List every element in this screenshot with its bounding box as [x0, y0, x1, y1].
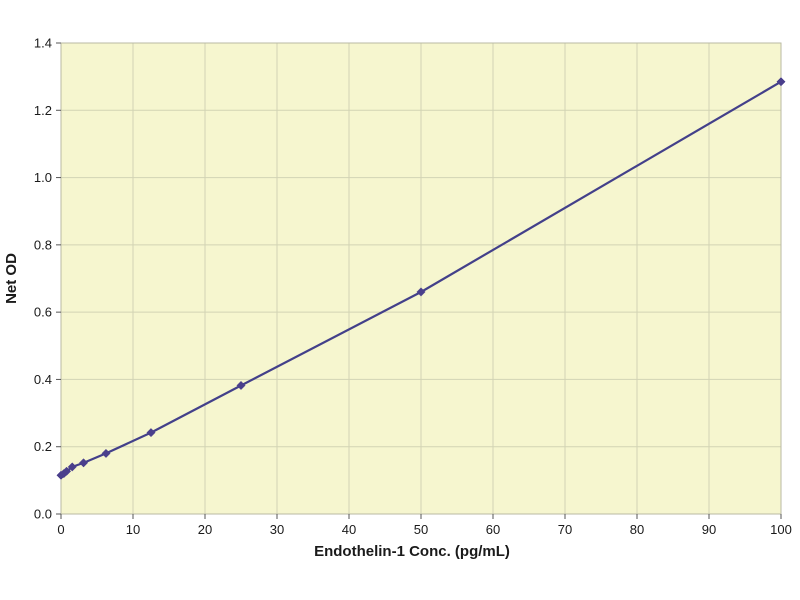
x-axis-title: Endothelin-1 Conc. (pg/mL) [314, 543, 510, 560]
data-point-marker [67, 462, 77, 472]
x-tick-label: 90 [702, 522, 716, 537]
gridlines [61, 43, 781, 514]
x-tick-label: 50 [414, 522, 428, 537]
data-point-marker [78, 458, 89, 468]
y-axis-ticks: 0.0 0.2 0.4 0.6 0.8 1.0 1.2 1.4 [34, 36, 61, 522]
y-tick-label: 0.2 [34, 439, 52, 454]
y-tick-label: 0.0 [34, 507, 52, 522]
x-tick-label: 40 [342, 522, 356, 537]
x-tick-label: 70 [558, 522, 572, 537]
series-layer [56, 77, 786, 480]
y-tick-label: 0.8 [34, 237, 52, 252]
x-tick-label: 30 [270, 522, 284, 537]
y-tick-label: 0.4 [34, 372, 52, 387]
x-axis-ticks: 0 10 20 30 40 50 60 70 80 90 100 [57, 514, 792, 537]
x-tick-label: 80 [630, 522, 644, 537]
data-point-marker [146, 428, 156, 438]
y-tick-label: 1.2 [34, 103, 52, 118]
data-point-marker [101, 448, 111, 458]
y-tick-label: 0.6 [34, 305, 52, 320]
data-point-marker [236, 380, 246, 391]
data-point-marker [62, 466, 72, 476]
x-tick-label: 0 [57, 522, 64, 537]
x-tick-label: 20 [198, 522, 212, 537]
x-tick-label: 60 [486, 522, 500, 537]
x-tick-label: 100 [770, 522, 792, 537]
x-tick-label: 10 [126, 522, 140, 537]
data-point-marker [776, 77, 786, 87]
data-point-marker [416, 287, 426, 297]
y-axis-title: Net OD [3, 253, 20, 304]
y-tick-label: 1.0 [34, 170, 52, 185]
y-tick-label: 1.4 [34, 36, 52, 51]
